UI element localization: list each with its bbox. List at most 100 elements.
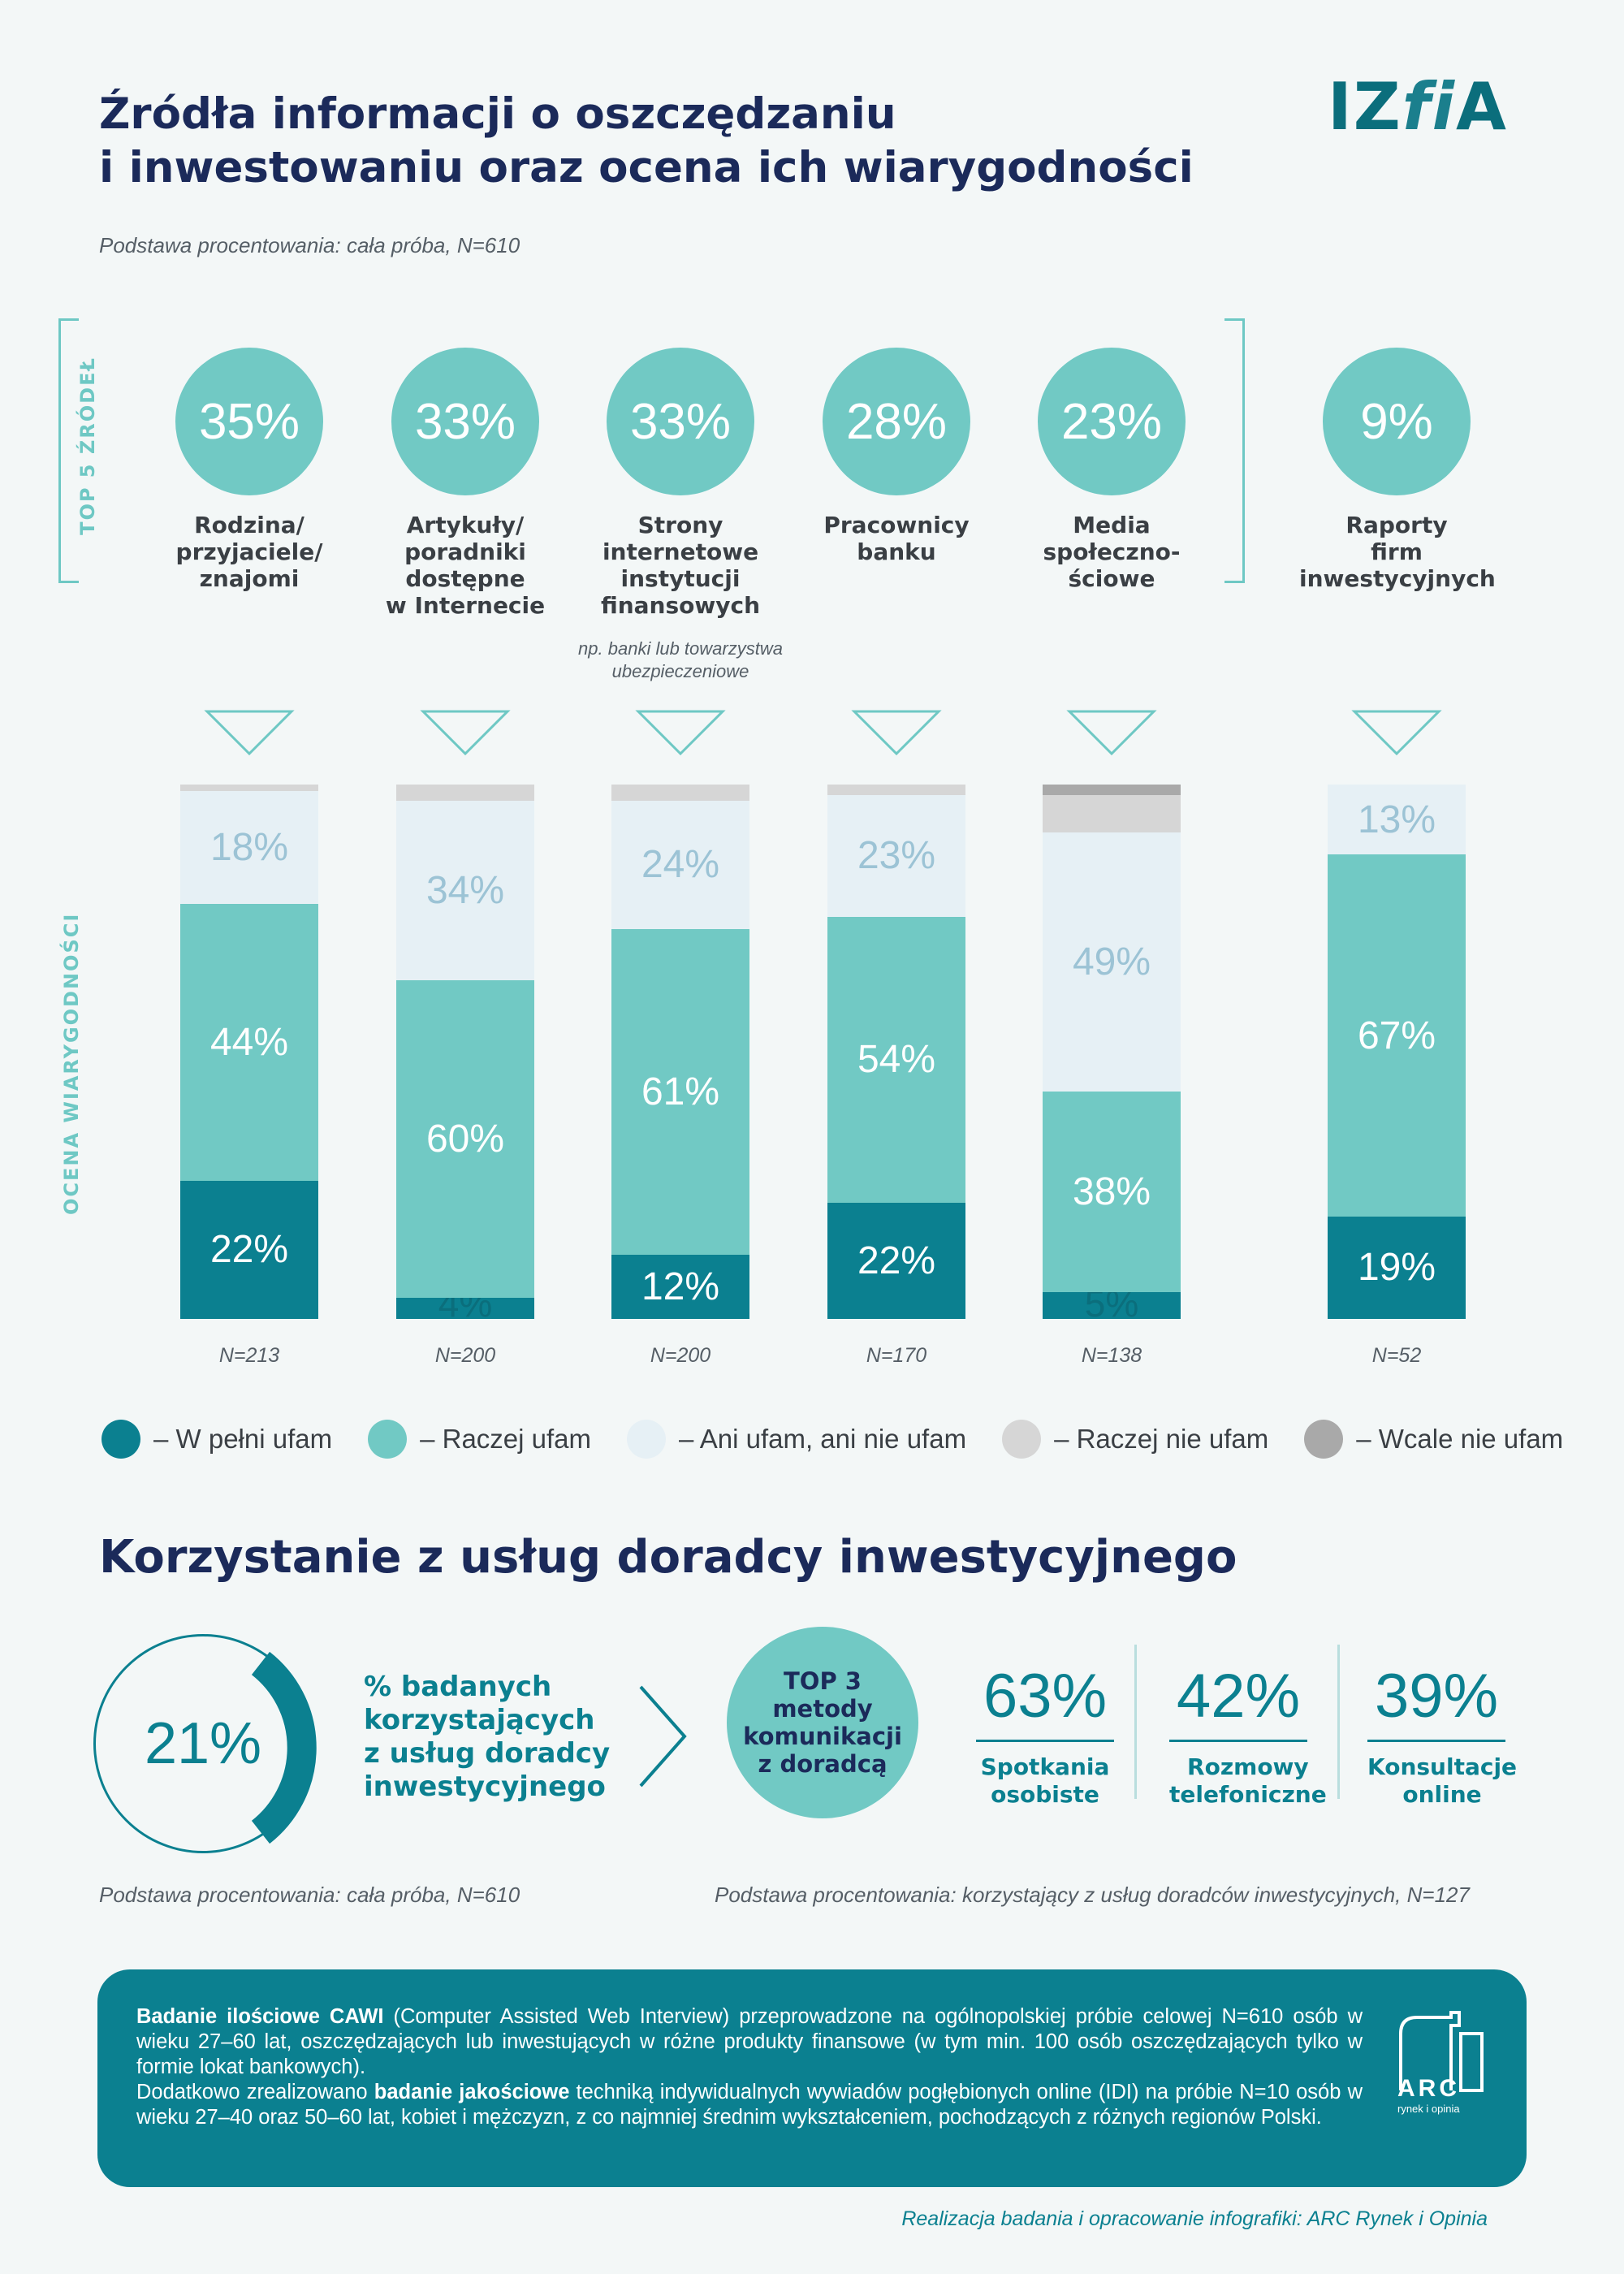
- value-label: 24%: [641, 843, 720, 887]
- usage-circle-family: 35%: [175, 348, 323, 495]
- value-label: 38%: [1072, 1170, 1151, 1214]
- method-label: Rozmowy telefoniczne: [1169, 1753, 1327, 1808]
- top5-bracket-left: [58, 318, 79, 583]
- bar-segment-full-trust: 4%: [396, 1285, 534, 1322]
- bar-segment-neutral: 49%: [1043, 832, 1181, 1092]
- sample-size-label: N=170: [866, 1344, 927, 1367]
- legend-label: – Raczej ufam: [420, 1424, 592, 1454]
- top5-bracket-right: [1224, 318, 1245, 583]
- credit-text: Realizacja badania i opracowanie infogra…: [901, 2207, 1488, 2230]
- method-divider: [1134, 1645, 1137, 1799]
- bar-segment-rather-trust: 44%: [180, 904, 318, 1181]
- method-value: 39%: [1367, 1661, 1505, 1742]
- bar-segment-rather-trust: 54%: [827, 916, 965, 1203]
- footer-p2-rest: techniką indywidualnych wywiadów pogłębi…: [136, 2081, 1363, 2129]
- value-label: 60%: [425, 1118, 505, 1161]
- advisor-base-left: Podstawa procentowania: cała próba, N=61…: [99, 1883, 520, 1907]
- footer-p2-start: Dodatkowo zrealizowano: [136, 2081, 374, 2103]
- legend-swatch-not-at-all: [1304, 1420, 1344, 1459]
- footer-box: [97, 1969, 1527, 2187]
- advisor-heading: Korzystanie z usług doradcy inwestycyjne…: [99, 1531, 1237, 1584]
- bar-segment-rather-trust: 67%: [1328, 854, 1466, 1217]
- bar-segment-not-at-all: [1043, 785, 1181, 796]
- method-value: 63%: [976, 1661, 1114, 1742]
- stacked-bar-institutions: 12% 61% 24%: [611, 785, 749, 1319]
- value-label: 44%: [209, 1020, 289, 1064]
- sample-size-label: N=213: [218, 1344, 280, 1367]
- logo-part-b: fi: [1402, 69, 1457, 145]
- source-label-reports: Raporty firm inwestycyjnych: [1299, 512, 1496, 592]
- bar-segment-neutral: 24%: [611, 800, 749, 929]
- stacked-bar-family: 22% 44% 18%: [180, 785, 318, 1319]
- source-label-family: Rodzina/ przyjaciele/ znajomi: [175, 512, 323, 592]
- value-label: 12%: [641, 1265, 720, 1309]
- sample-size-label: N=200: [434, 1344, 496, 1367]
- source-label-bank-staff: Pracownicy banku: [823, 512, 970, 565]
- triangle-down-icon: [1351, 710, 1442, 756]
- method-label: Konsultacje online: [1367, 1753, 1518, 1808]
- legend-item-rather-not: – Raczej nie ufam: [1002, 1420, 1268, 1459]
- value-label: 61%: [641, 1070, 720, 1113]
- triangle-down-icon: [1066, 710, 1157, 756]
- method-online: 39% Konsultacje online: [1367, 1661, 1517, 1809]
- legend-label: – Wcale nie ufam: [1356, 1424, 1564, 1454]
- value-label: 34%: [425, 868, 505, 912]
- footer-p1-bold: Badanie ilościowe CAWI: [136, 2005, 384, 2028]
- triangle-down-icon: [420, 710, 511, 756]
- footer-p1-rest: (Computer Assisted Web Interview) przepr…: [136, 2005, 1363, 2078]
- sample-size-label: N=138: [1081, 1344, 1142, 1367]
- triangle-down-icon: [204, 710, 295, 756]
- bar-segment-rather-trust: 38%: [1043, 1091, 1181, 1293]
- title-line-2: i inwestowaniu oraz ocena ich wiarygodno…: [99, 143, 1194, 192]
- value-label: 49%: [1072, 940, 1151, 984]
- arc-logo-icon: [1399, 2011, 1484, 2092]
- arc-logo-text: ARC: [1397, 2075, 1460, 2102]
- advisor-ring-wrap: 21%: [93, 1634, 317, 1853]
- source-trust-chart: 35% Rodzina/ przyjaciele/ znajomi 22% 44% 18…: [175, 348, 1496, 1367]
- value-label: 54%: [857, 1038, 936, 1082]
- logo-part-a: IZ: [1328, 69, 1402, 145]
- method-value: 42%: [1169, 1661, 1307, 1742]
- legend-item-full-trust: – W pełni ufam: [102, 1420, 332, 1459]
- method-label: Spotkania osobiste: [980, 1753, 1110, 1808]
- value-label: 13%: [1357, 798, 1436, 841]
- triangle-down-icon: [635, 710, 726, 756]
- bar-segment-neutral: 13%: [1328, 785, 1466, 855]
- legend-swatch-rather-not: [1002, 1420, 1042, 1459]
- top3-methods-circle: TOP 3 metody komunikacji z doradcą: [727, 1627, 918, 1818]
- source-label-institutions: Strony internetowe instytucji finansowyc…: [600, 512, 761, 619]
- bar-segment-full-trust: 22%: [827, 1202, 965, 1319]
- bar-segment-rather-not: [827, 785, 965, 796]
- legend-swatch-rather-trust: [368, 1420, 408, 1459]
- value-label: 67%: [1357, 1014, 1436, 1057]
- footer-p2-bold: badanie jakościowe: [374, 2081, 570, 2103]
- method-meetings: 63% Spotkania osobiste: [976, 1661, 1114, 1809]
- bar-segment-neutral: 18%: [180, 790, 318, 905]
- arc-logo: ARC rynek i opinia: [1393, 2009, 1490, 2115]
- bar-segment-rather-not: [180, 785, 318, 791]
- usage-circle-social-media: 23%: [1038, 348, 1186, 495]
- arc-logo-sub: rynek i opinia: [1397, 2103, 1460, 2115]
- stacked-bar-articles: 4% 60% 34%: [396, 785, 534, 1322]
- value-label: 22%: [857, 1239, 936, 1282]
- usage-circle-bank-staff: 28%: [823, 348, 970, 495]
- bar-segment-neutral: 23%: [827, 795, 965, 917]
- bar-segment-neutral: 34%: [396, 800, 534, 981]
- bar-segment-rather-not: [611, 785, 749, 801]
- sample-size-label: N=52: [1371, 1344, 1422, 1367]
- triangle-down-icon: [851, 710, 942, 756]
- stacked-bar-bank-staff: 22% 54% 23%: [827, 785, 965, 1319]
- legend: – W pełni ufam – Raczej ufam – Ani ufam,…: [102, 1420, 1563, 1459]
- bar-segment-rather-trust: 61%: [611, 928, 749, 1256]
- legend-item-neutral: – Ani ufam, ani nie ufam: [627, 1420, 966, 1459]
- legend-label: – Raczej nie ufam: [1054, 1424, 1269, 1454]
- legend-swatch-full-trust: [102, 1420, 140, 1459]
- advisor-base-right: Podstawa procentowania: korzystający z u…: [715, 1883, 1470, 1907]
- legend-label: – W pełni ufam: [153, 1424, 333, 1454]
- legend-label: – Ani ufam, ani nie ufam: [679, 1424, 967, 1454]
- bar-segment-full-trust: 12%: [611, 1255, 749, 1319]
- sample-size-label: N=200: [650, 1344, 711, 1367]
- logo-part-c: A: [1456, 69, 1508, 145]
- method-phone: 42% Rozmowy telefoniczne: [1169, 1661, 1327, 1809]
- value-label: 18%: [209, 825, 289, 869]
